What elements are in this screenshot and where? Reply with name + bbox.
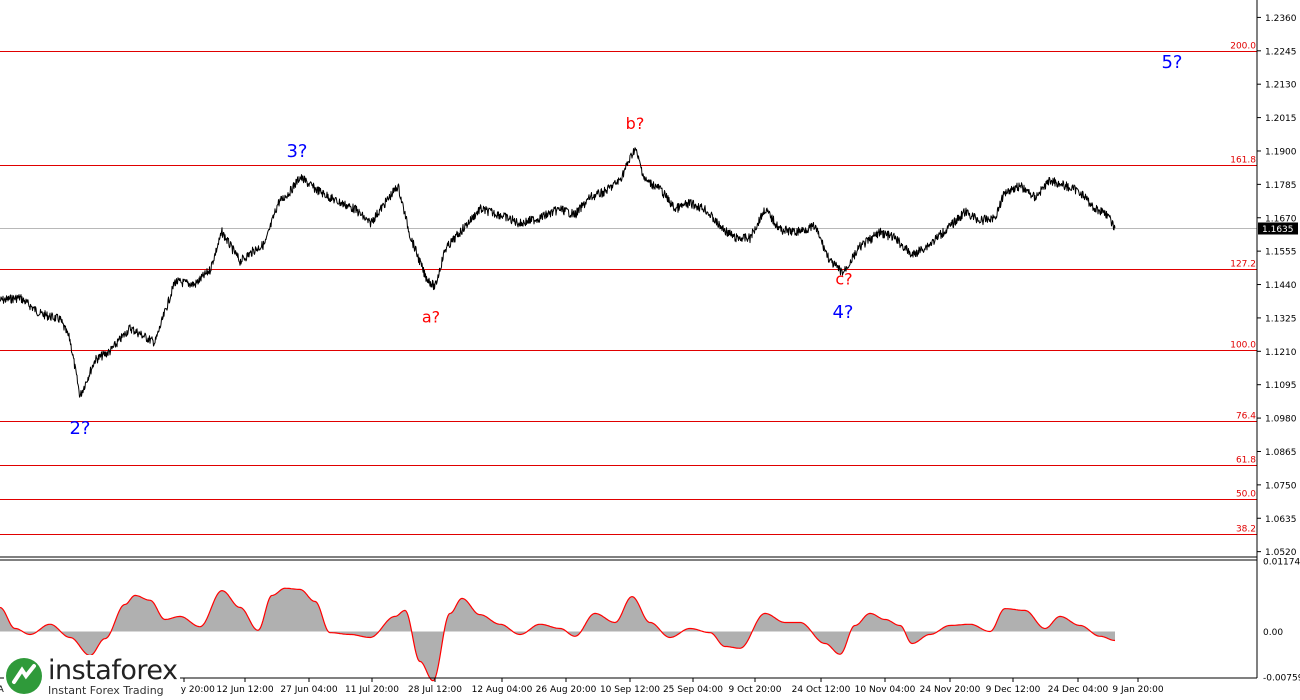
price-axis-label: 1.1900: [1265, 147, 1297, 157]
price-axis-label: 1.0635: [1265, 515, 1297, 525]
price-axis-label: 1.2130: [1265, 81, 1297, 91]
oscillator-axis-label: 0.01174: [1263, 558, 1300, 568]
time-axis-label: 12 Jun 12:00: [216, 685, 273, 695]
time-axis-label: 9 Jan 20:00: [1112, 685, 1164, 695]
fib-level-label: 200.0: [1230, 42, 1256, 52]
price-axis-label: 1.0520: [1265, 548, 1297, 558]
time-axis-label: 25 Sep 04:00: [663, 685, 723, 695]
oscillator-axis-label: -0.00759: [1263, 674, 1300, 684]
oscillator-panel: 0.01174 0.00 -0.00759: [0, 558, 1300, 684]
price-axis-label: 1.1325: [1265, 314, 1297, 324]
fib-level-label: 127.2: [1230, 260, 1256, 270]
fib-level-label: 61.8: [1236, 456, 1256, 466]
price-axis-label: 1.1210: [1265, 348, 1297, 358]
time-axis-label: 28 May 20:00: [153, 685, 215, 695]
wave-label: 2?: [69, 418, 90, 439]
current-price-label: 1.1635: [1262, 225, 1294, 235]
price-axis-label: 1.0750: [1265, 481, 1297, 491]
price-axis-label: 1.1095: [1265, 381, 1297, 391]
price-axis-label: 1.2360: [1265, 14, 1297, 24]
time-axis-label: 12 Aug 04:00: [472, 685, 533, 695]
fib-level-label: 50.0: [1236, 490, 1256, 500]
panel-frame: [0, 0, 1258, 679]
time-axis-label: 11 Jul 20:00: [345, 685, 399, 695]
oscillator-axis-label: 0.00: [1263, 628, 1283, 638]
fib-level-label: 76.4: [1236, 412, 1256, 422]
logo-wordmark: instaforex: [48, 655, 178, 686]
fib-level-label: 161.8: [1230, 156, 1256, 166]
time-axis-label: 10 Sep 12:00: [600, 685, 660, 695]
wave-label: 3?: [286, 141, 307, 162]
time-axis-label: 24 Nov 20:00: [920, 685, 981, 695]
time-axis-label: 27 Jun 04:00: [280, 685, 337, 695]
price-axis-label: 1.1785: [1265, 181, 1297, 191]
wave-label: c?: [835, 270, 852, 289]
current-price-tag: [1258, 222, 1298, 235]
logo-tagline: Instant Forex Trading: [48, 684, 164, 697]
price-axis-label: 1.1555: [1265, 248, 1297, 258]
fib-level-label: 100.0: [1230, 341, 1256, 351]
price-series-line: [0, 147, 1116, 398]
oscillator-histogram: [0, 588, 1115, 681]
wave-label: b?: [626, 114, 645, 133]
instaforex-logo-icon: [6, 658, 42, 694]
fib-level-label: 38.2: [1236, 525, 1256, 535]
time-axis-label: 26 Aug 20:00: [536, 685, 597, 695]
price-axis-label: 1.0865: [1265, 448, 1297, 458]
wave-label: a?: [422, 307, 440, 326]
price-axis-label: 1.0980: [1265, 415, 1297, 425]
wave-label: 4?: [832, 302, 853, 323]
price-axis-label: 1.1440: [1265, 281, 1297, 291]
time-axis-label: 10 Nov 04:00: [855, 685, 916, 695]
instaforex-logo: instaforex Instant Forex Trading: [4, 655, 180, 697]
price-axis-label: 1.2015: [1265, 114, 1297, 124]
time-axis-label: 24 Oct 12:00: [792, 685, 851, 695]
time-axis-label: 28 Jul 12:00: [408, 685, 462, 695]
price-axis-label: 1.2245: [1265, 47, 1297, 57]
time-axis-label: 24 Dec 04:00: [1048, 685, 1109, 695]
price-axis-label: 1.1670: [1265, 214, 1297, 224]
time-axis-label: 9 Dec 12:00: [986, 685, 1041, 695]
time-axis-label: 9 Oct 20:00: [729, 685, 782, 695]
price-panel: 200.0 161.8 127.2 100.0 76.4 61.8 50.0 38.2 1.23…: [0, 14, 1298, 558]
wave-label: 5?: [1161, 52, 1182, 73]
oscillator-signal-line: [0, 587, 1116, 682]
